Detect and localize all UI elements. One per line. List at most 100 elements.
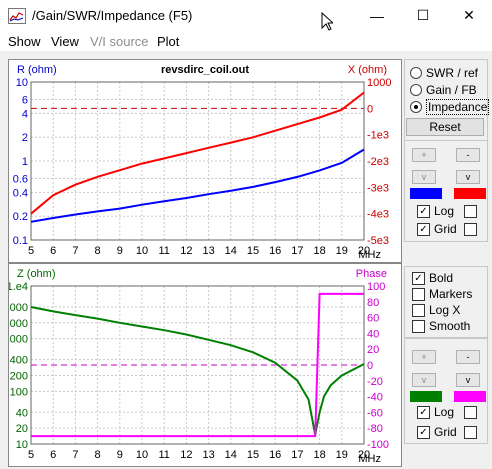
app-icon bbox=[8, 8, 26, 24]
bottom-log-right-check-icon[interactable] bbox=[464, 405, 478, 419]
menu-view[interactable]: View bbox=[51, 34, 79, 49]
top-series-line-0 bbox=[30, 148, 365, 223]
left-tick-label: 200 bbox=[10, 370, 28, 382]
menu-plot[interactable]: Plot bbox=[157, 34, 180, 49]
left-tick-label: 1000 bbox=[9, 334, 28, 346]
right-tick-label: -40 bbox=[367, 392, 383, 404]
x-tick-label: 20 bbox=[358, 449, 370, 461]
x-tick-label: 20 bbox=[358, 245, 370, 257]
title-bar: /Gain/SWR/Impedance (F5) — ☐ ✕ bbox=[0, 0, 492, 31]
left-tick-label: 6 bbox=[22, 95, 28, 107]
bottom-right-color-swatch[interactable] bbox=[454, 391, 486, 402]
x-tick-label: 15 bbox=[247, 449, 259, 461]
bottom-grid-checkbox[interactable]: ✓ Grid bbox=[417, 425, 481, 439]
top-grid-check-icon[interactable]: ✓ bbox=[417, 222, 430, 236]
bold-checkbox[interactable]: ✓ Bold bbox=[412, 271, 453, 285]
bold-check-icon[interactable]: ✓ bbox=[412, 271, 425, 285]
right-tick-label: 100 bbox=[367, 281, 385, 293]
x-tick-label: 8 bbox=[95, 449, 101, 461]
maximize-button[interactable]: ☐ bbox=[416, 7, 430, 23]
reset-button[interactable]: Reset bbox=[406, 118, 484, 136]
left-tick-label: 1 bbox=[22, 156, 28, 168]
radio-gain[interactable]: Gain / FB bbox=[410, 83, 477, 97]
logx-check-icon[interactable] bbox=[412, 303, 425, 317]
bot-series-line-0 bbox=[30, 306, 365, 435]
top-right-up-button[interactable]: - bbox=[456, 148, 480, 162]
right-tick-label: -1e3 bbox=[367, 130, 389, 142]
radio-swr-label: SWR / ref bbox=[426, 66, 479, 80]
radio-impedance-label: Impedance bbox=[426, 99, 490, 115]
bottom-left-axis-label: Z (ohm) bbox=[17, 268, 56, 280]
x-tick-label: 18 bbox=[313, 449, 325, 461]
x-tick-label: 14 bbox=[225, 245, 237, 257]
plot-frame bbox=[30, 81, 365, 241]
x-tick-label: 15 bbox=[247, 245, 259, 257]
x-tick-label: 13 bbox=[202, 245, 214, 257]
x-tick-label: 17 bbox=[291, 449, 303, 461]
top-chart: R (ohm) revsdirc_coil.out X (ohm) 10 6 4 2 1… bbox=[8, 59, 402, 263]
radio-impedance[interactable]: Impedance bbox=[410, 99, 490, 115]
bold-label: Bold bbox=[429, 271, 454, 285]
right-tick-label: -2e3 bbox=[367, 156, 389, 168]
top-right-color-swatch[interactable] bbox=[454, 188, 486, 199]
radio-swr[interactable]: SWR / ref bbox=[410, 66, 478, 80]
logx-checkbox[interactable]: Log X bbox=[412, 303, 460, 317]
bottom-right-axis-label: Phase bbox=[356, 268, 387, 280]
x-tick-label: 9 bbox=[117, 449, 123, 461]
menu-vi-source[interactable]: V/I source bbox=[90, 34, 149, 49]
x-tick-label: 10 bbox=[136, 245, 148, 257]
top-chart-svg: R (ohm) revsdirc_coil.out X (ohm) 106421… bbox=[13, 64, 392, 261]
radio-gain-indicator[interactable] bbox=[410, 84, 422, 96]
bottom-left-down-button[interactable]: v bbox=[412, 373, 436, 387]
bottom-log-check-icon[interactable]: ✓ bbox=[417, 405, 430, 419]
top-log-checkbox[interactable]: ✓ Log bbox=[417, 204, 481, 218]
bottom-right-down-button[interactable]: v bbox=[456, 373, 480, 387]
top-left-down-button[interactable]: v bbox=[412, 170, 436, 184]
top-log-label: Log bbox=[434, 204, 455, 218]
top-log-check-icon[interactable]: ✓ bbox=[417, 204, 430, 218]
left-tick-label: 400 bbox=[10, 355, 28, 367]
bottom-right-up-button[interactable]: - bbox=[456, 350, 480, 364]
radio-swr-indicator[interactable] bbox=[410, 67, 422, 79]
menu-show[interactable]: Show bbox=[8, 34, 41, 49]
markers-checkbox[interactable]: Markers bbox=[412, 287, 472, 301]
right-tick-label: -80 bbox=[367, 423, 383, 435]
top-log-right-check-icon[interactable] bbox=[464, 204, 478, 218]
left-tick-label: 0.2 bbox=[13, 211, 28, 223]
mouse-pointer-icon bbox=[321, 12, 333, 31]
left-tick-label: 1.e4 bbox=[9, 281, 28, 293]
x-tick-label: 10 bbox=[136, 449, 148, 461]
left-tick-label: 100 bbox=[10, 386, 28, 398]
bottom-grid-right-check-icon[interactable] bbox=[463, 425, 477, 439]
smooth-check-icon[interactable] bbox=[412, 319, 425, 333]
top-grid-right-check-icon[interactable] bbox=[463, 222, 477, 236]
bottom-left-up-button[interactable]: + bbox=[412, 350, 436, 364]
right-tick-label: 20 bbox=[367, 344, 379, 356]
window-title: /Gain/SWR/Impedance (F5) bbox=[32, 8, 193, 23]
top-right-down-button[interactable]: v bbox=[456, 170, 480, 184]
bottom-left-color-swatch[interactable] bbox=[410, 391, 442, 402]
radio-impedance-indicator[interactable] bbox=[410, 101, 422, 113]
x-tick-label: 9 bbox=[117, 245, 123, 257]
x-tick-label: 12 bbox=[180, 449, 192, 461]
left-tick-label: 4 bbox=[22, 108, 28, 120]
x-tick-label: 5 bbox=[28, 449, 34, 461]
right-tick-label: -100 bbox=[367, 439, 389, 451]
top-grid-checkbox[interactable]: ✓ Grid bbox=[417, 222, 481, 236]
x-tick-label: 6 bbox=[50, 449, 56, 461]
right-tick-label: 60 bbox=[367, 313, 379, 325]
markers-check-icon[interactable] bbox=[412, 287, 425, 301]
top-right-axis-label: X (ohm) bbox=[348, 64, 387, 76]
close-button[interactable]: ✕ bbox=[463, 7, 475, 23]
top-left-color-swatch[interactable] bbox=[410, 188, 442, 199]
x-tick-label: 11 bbox=[158, 449, 169, 461]
smooth-checkbox[interactable]: Smooth bbox=[412, 319, 470, 333]
minimize-button[interactable]: — bbox=[370, 7, 384, 24]
left-tick-label: 0.1 bbox=[13, 235, 28, 247]
right-tick-label: 1000 bbox=[367, 77, 391, 89]
top-left-up-button[interactable]: + bbox=[412, 148, 436, 162]
x-tick-label: 16 bbox=[269, 245, 281, 257]
right-tick-label: 80 bbox=[367, 297, 379, 309]
bottom-log-checkbox[interactable]: ✓ Log bbox=[417, 405, 481, 419]
bottom-grid-check-icon[interactable]: ✓ bbox=[417, 425, 430, 439]
